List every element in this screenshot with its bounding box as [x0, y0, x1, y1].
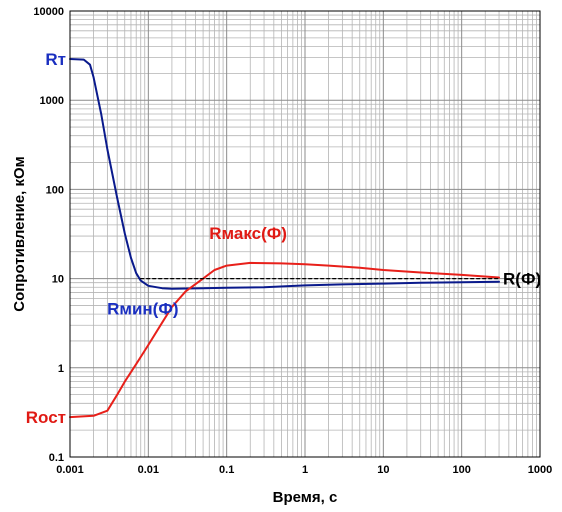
- x-tick-label: 10: [377, 464, 389, 476]
- series-line-1: [69, 261, 500, 419]
- annotation-label: Rт: [45, 50, 66, 69]
- x-tick-label: 0.001: [56, 464, 84, 476]
- annotation-label: Rмин(Ф): [107, 299, 178, 318]
- series-layer: [69, 58, 500, 419]
- y-tick-label: 10: [52, 274, 64, 286]
- annotation-label: Rмакс(Ф): [209, 224, 287, 243]
- x-tick-label: 0.01: [138, 464, 159, 476]
- y-axis-title: Сопротивление, кОм: [11, 156, 28, 312]
- annotation-label: R(Ф): [503, 270, 541, 289]
- x-tick-labels: 0.001 0.01 0.1 1 10 100 1000: [56, 464, 552, 476]
- annotation-label: Rост: [26, 408, 66, 427]
- x-tick-label: 1: [302, 464, 308, 476]
- x-axis-title: Время, с: [273, 489, 338, 506]
- y-tick-label: 100: [46, 184, 64, 196]
- x-tick-label: 1000: [528, 464, 552, 476]
- plot-frame: [69, 10, 541, 458]
- x-tick-label: 0.1: [219, 464, 234, 476]
- series-line-0: [69, 58, 500, 290]
- y-tick-labels: 0.1 1 10 100 1000 10000: [33, 6, 64, 464]
- y-tick-label: 1000: [40, 95, 64, 107]
- y-tick-label: 1: [58, 363, 64, 375]
- x-tick-label: 100: [452, 464, 470, 476]
- y-tick-label: 0.1: [49, 452, 64, 464]
- annotations: Rт Rост Rмакс(Ф) Rмин(Ф) R(Ф): [26, 50, 541, 427]
- y-tick-label: 10000: [33, 6, 64, 18]
